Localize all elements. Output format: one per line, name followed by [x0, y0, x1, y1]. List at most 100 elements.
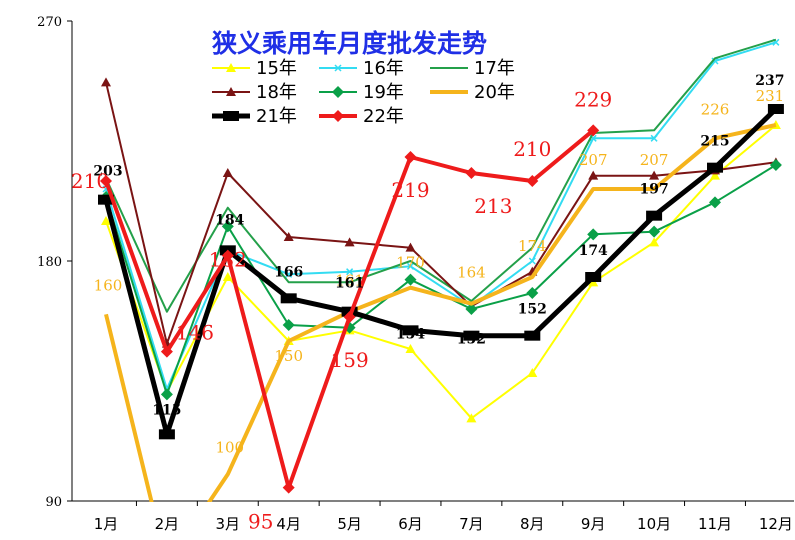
data-label: 152: [457, 332, 486, 348]
data-point: [158, 429, 175, 440]
data-point: [160, 345, 173, 358]
data-point: [280, 293, 297, 304]
x-tick-label: 5月: [337, 515, 362, 533]
data-label: 182: [209, 248, 247, 272]
legend-label: 16年: [363, 58, 404, 79]
data-point: [524, 330, 541, 341]
data-label: 219: [391, 178, 429, 202]
data-point: [649, 170, 660, 180]
legend-item: 21年: [212, 106, 297, 127]
data-label: 210: [71, 169, 109, 193]
data-point: [587, 124, 600, 137]
data-point: [405, 344, 416, 353]
data-point: [282, 481, 295, 494]
data-point: [222, 168, 233, 177]
data-label: 154: [396, 326, 425, 342]
data-label: 161: [335, 272, 364, 290]
series-15年: [101, 120, 781, 423]
series-line: [104, 123, 777, 502]
data-point: [222, 272, 233, 281]
data-label: 226: [701, 100, 730, 118]
data-point: [404, 273, 417, 286]
data-point: [404, 151, 417, 163]
x-tick-label: 9月: [581, 515, 606, 533]
data-label: 166: [274, 264, 303, 280]
series-line: [105, 124, 777, 420]
legend-label: 21年: [256, 106, 297, 127]
data-label: 95: [248, 510, 273, 534]
series-17年: [105, 38, 777, 313]
data-point: [100, 175, 112, 187]
data-point: [646, 210, 663, 221]
data-label: 174: [518, 237, 547, 255]
data-point: [160, 388, 173, 401]
series-19年: [100, 159, 782, 401]
data-labels: 160 100 150 161 170 164 174 207 207 226 231 203 115 1…: [71, 73, 785, 534]
data-label: 174: [579, 243, 608, 259]
data-label: 215: [700, 134, 729, 150]
data-label: 146: [176, 321, 214, 345]
data-point: [587, 228, 600, 241]
x-tick-label: 12月: [759, 515, 793, 533]
data-label: 203: [93, 164, 122, 180]
data-label: 164: [457, 264, 486, 282]
series-lines: [98, 38, 784, 502]
data-point: [767, 104, 784, 114]
legend-label: 20年: [474, 82, 515, 103]
data-point: [466, 413, 477, 423]
data-label: 159: [331, 348, 369, 372]
x-tick-label: 3月: [216, 515, 241, 533]
data-point: [710, 170, 720, 180]
data-point: [334, 64, 342, 72]
data-point: [648, 225, 661, 238]
data-point: [707, 162, 723, 173]
legend: 15年 16年 17年 18年 19年 20年 21年 22年: [212, 58, 515, 127]
legend-item: 19年: [319, 82, 404, 103]
data-point: [405, 242, 416, 252]
data-point: [465, 303, 478, 315]
data-label: 152: [518, 302, 547, 318]
data-point: [343, 311, 356, 323]
legend-item: 15年: [212, 58, 297, 79]
data-point: [528, 257, 536, 265]
data-point: [526, 175, 539, 187]
data-label: 213: [474, 194, 512, 218]
legend-label: 22年: [363, 106, 404, 127]
legend-item: 22年: [319, 106, 404, 127]
data-point: [223, 111, 239, 121]
data-point: [406, 262, 415, 270]
data-point: [285, 270, 293, 278]
data-point: [101, 216, 111, 225]
data-point: [526, 287, 539, 299]
series-20年: [104, 123, 777, 502]
data-label: 231: [756, 87, 785, 105]
axes: 90 180 270 1月 2月 3月 4月 5月 6月 7月 8月 9月 10月 11月 12月: [37, 15, 794, 533]
legend-item: 18年: [212, 82, 297, 103]
series-line: [105, 38, 777, 313]
y-tick-label: 180: [37, 255, 62, 270]
x-tick-label: 11月: [698, 515, 732, 533]
data-label: 184: [215, 212, 244, 228]
data-label: 210: [513, 137, 551, 161]
data-label: 197: [639, 182, 668, 198]
data-label: 170: [396, 254, 425, 272]
data-point: [402, 325, 419, 336]
series-line: [103, 107, 778, 437]
data-label: 100: [215, 438, 244, 456]
data-point: [527, 368, 538, 377]
data-label: 229: [574, 87, 612, 111]
data-point: [588, 170, 599, 180]
legend-label: 18年: [256, 82, 297, 103]
data-point: [465, 167, 478, 179]
series-line: [105, 82, 777, 345]
data-point: [283, 232, 294, 241]
data-point: [332, 110, 344, 122]
data-point: [346, 268, 354, 276]
data-point: [585, 272, 602, 282]
data-label: 160: [94, 276, 123, 294]
legend-label: 19年: [363, 82, 404, 103]
series-21年: [98, 104, 784, 440]
data-point: [282, 319, 295, 331]
legend-label: 15年: [256, 58, 297, 79]
